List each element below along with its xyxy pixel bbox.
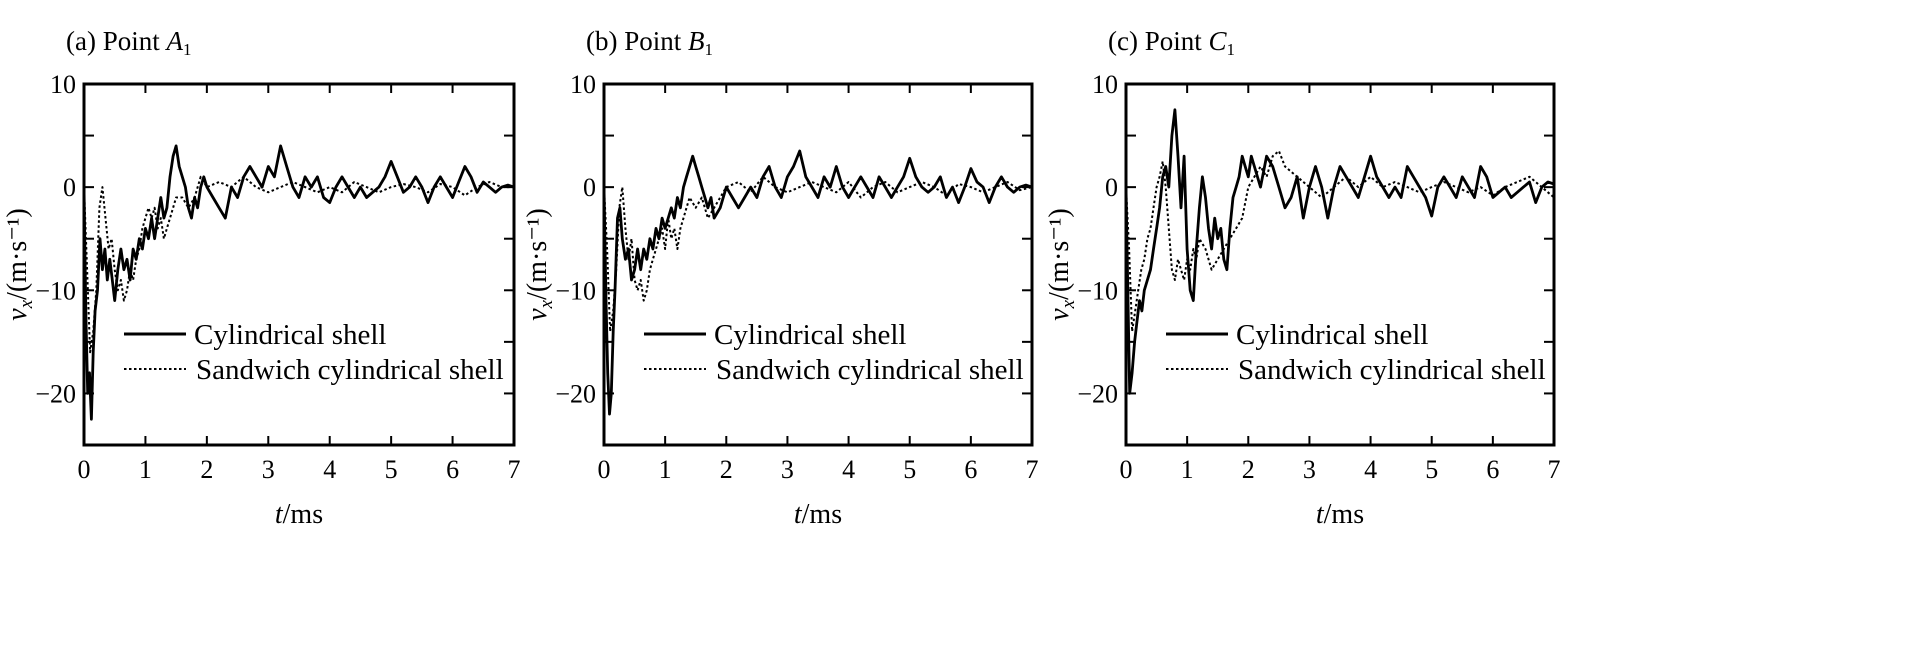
x-tick-label: 3 bbox=[1303, 455, 1316, 484]
x-tick-label: 1 bbox=[1181, 455, 1194, 484]
x-tick-label: 4 bbox=[323, 455, 336, 484]
x-tick-label: 2 bbox=[1242, 455, 1255, 484]
series-line-cylindrical-shell bbox=[84, 144, 514, 421]
panel-title-subscript: 1 bbox=[705, 40, 714, 59]
panel-title: (b) Point B1 bbox=[586, 26, 713, 59]
y-tick-label: −10 bbox=[1077, 276, 1118, 305]
x-tick-label: 1 bbox=[139, 455, 152, 484]
legend-label: Sandwich cylindrical shell bbox=[196, 354, 504, 386]
series-line-sandwich-cylindrical-shell bbox=[84, 175, 514, 354]
x-axis-label-unit: /ms bbox=[802, 499, 842, 530]
series-line-sandwich-cylindrical-shell bbox=[604, 175, 1032, 333]
y-axis-label-var: v bbox=[2, 308, 33, 321]
y-axis-label-unit: /(m·s⁻¹) bbox=[2, 208, 33, 300]
chart-panel-2: (b) Point B10 1 2 3 4 5 6 7100−10−20t/msvx/(m·s… bbox=[522, 26, 1039, 530]
x-axis-label-var: t bbox=[794, 499, 803, 530]
x-tick-label: 4 bbox=[842, 455, 855, 484]
panel-title-subscript: 1 bbox=[183, 40, 192, 59]
x-tick-label: 2 bbox=[200, 455, 213, 484]
x-tick-label: 0 bbox=[598, 455, 611, 484]
x-tick-label: 1 bbox=[659, 455, 672, 484]
x-tick-label: 5 bbox=[1425, 455, 1438, 484]
y-tick-label: 10 bbox=[1092, 70, 1118, 99]
x-tick-label: 7 bbox=[1548, 455, 1561, 484]
x-axis-label-var: t bbox=[1316, 499, 1325, 530]
chart-panel-1: (a) Point A10 1 2 3 4 5 6 7100−10−20t/msvx/(m·s… bbox=[2, 26, 521, 530]
x-tick-label: 0 bbox=[78, 455, 91, 484]
panel-title-point: C bbox=[1209, 26, 1228, 56]
x-tick-label: 3 bbox=[781, 455, 794, 484]
y-tick-label: 0 bbox=[1105, 173, 1118, 202]
legend-label: Sandwich cylindrical shell bbox=[1238, 354, 1546, 386]
panel-title-prefix: (c) Point bbox=[1108, 26, 1209, 56]
x-tick-label: 5 bbox=[385, 455, 398, 484]
y-axis-label: vx/(m·s⁻¹) bbox=[522, 208, 557, 320]
plot-frame bbox=[82, 82, 516, 447]
panel-title: (a) Point A1 bbox=[66, 26, 192, 59]
y-axis-label-subscript: x bbox=[16, 299, 37, 309]
x-axis-label-unit: /ms bbox=[1324, 499, 1364, 530]
y-tick-label: 10 bbox=[570, 70, 596, 99]
y-axis-label: vx/(m·s⁻¹) bbox=[1044, 208, 1079, 320]
y-tick-label: 0 bbox=[583, 173, 596, 202]
panel-title: (c) Point C1 bbox=[1108, 26, 1235, 59]
y-tick-label: −20 bbox=[35, 379, 76, 408]
x-tick-label: 4 bbox=[1364, 455, 1377, 484]
panel-title-point: A bbox=[165, 26, 184, 56]
legend-label: Cylindrical shell bbox=[194, 319, 387, 351]
x-tick-label: 6 bbox=[446, 455, 459, 484]
y-axis-label-subscript: x bbox=[1058, 299, 1079, 309]
y-axis-label-var: v bbox=[522, 308, 553, 321]
y-tick-label: −20 bbox=[1077, 379, 1118, 408]
panel-title-prefix: (b) Point bbox=[586, 26, 688, 56]
series-line-cylindrical-shell bbox=[604, 149, 1032, 416]
x-axis-label: t/ms bbox=[794, 499, 842, 530]
panel-title-point: B bbox=[688, 26, 705, 56]
x-tick-label: 7 bbox=[508, 455, 521, 484]
y-tick-label: 0 bbox=[63, 173, 76, 202]
x-tick-label: 5 bbox=[903, 455, 916, 484]
x-tick-label: 0 bbox=[1120, 455, 1133, 484]
y-axis-label-unit: /(m·s⁻¹) bbox=[522, 208, 553, 300]
series-line-cylindrical-shell bbox=[1126, 108, 1554, 395]
y-tick-label: −10 bbox=[35, 276, 76, 305]
x-axis-label: t/ms bbox=[275, 499, 323, 530]
series-line-sandwich-cylindrical-shell bbox=[1126, 150, 1554, 333]
y-axis-label-var: v bbox=[1044, 308, 1075, 321]
legend-label: Cylindrical shell bbox=[714, 319, 907, 351]
chart-panel-3: (c) Point C10 1 2 3 4 5 6 7100−10−20t/msvx/(m·s… bbox=[1044, 26, 1561, 530]
y-tick-label: −10 bbox=[555, 276, 596, 305]
legend-label: Cylindrical shell bbox=[1236, 319, 1429, 351]
plot-frame bbox=[602, 82, 1034, 447]
x-axis-label-var: t bbox=[275, 499, 284, 530]
panel-title-subscript: 1 bbox=[1227, 40, 1236, 59]
x-tick-label: 7 bbox=[1026, 455, 1039, 484]
legend-label: Sandwich cylindrical shell bbox=[716, 354, 1024, 386]
x-tick-label: 3 bbox=[262, 455, 275, 484]
x-axis-label: t/ms bbox=[1316, 499, 1364, 530]
x-tick-label: 6 bbox=[964, 455, 977, 484]
x-tick-label: 6 bbox=[1486, 455, 1499, 484]
y-tick-label: −20 bbox=[555, 379, 596, 408]
y-axis-label-unit: /(m·s⁻¹) bbox=[1044, 208, 1075, 300]
y-axis-label-subscript: x bbox=[536, 299, 557, 309]
y-axis-label: vx/(m·s⁻¹) bbox=[2, 208, 37, 320]
panel-title-prefix: (a) Point bbox=[66, 26, 167, 56]
x-axis-label-unit: /ms bbox=[283, 499, 323, 530]
y-tick-label: 10 bbox=[50, 70, 76, 99]
x-tick-label: 2 bbox=[720, 455, 733, 484]
